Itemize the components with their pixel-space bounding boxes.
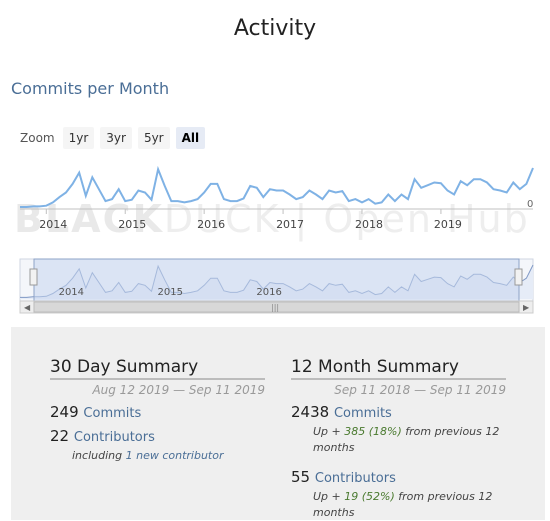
zoom-1yr-button[interactable]: 1yr <box>62 127 95 149</box>
commits-line-chart: 2014 2015 2016 2017 2018 2019 0 <box>20 165 534 231</box>
y-tick-label-0: 0 <box>527 199 533 210</box>
x-tick-label: 2016 <box>197 218 225 231</box>
commits-count: 2438 <box>291 403 330 421</box>
thirty-day-commits: 249 Commits <box>50 403 265 421</box>
x-tick-label: 2014 <box>39 218 67 231</box>
chart-title: Commits per Month <box>11 79 170 98</box>
navigator-tick-label: 2015 <box>158 287 183 298</box>
zoom-3yr-button[interactable]: 3yr <box>100 127 132 149</box>
contributors-change-value: 19 (52%) <box>344 490 395 503</box>
chart-navigator: 2014 2015 2016 ◀ ▶ ||| <box>19 258 534 314</box>
navigator-tick-label: 2014 <box>59 287 84 298</box>
new-contributors-note: including 1 new contributor <box>72 449 224 462</box>
contributors-link[interactable]: Contributors <box>314 471 396 486</box>
zoom-all-button[interactable]: All <box>175 127 206 149</box>
new-contributor-link[interactable]: 1 new contributor <box>125 449 224 462</box>
x-tick-label: 2019 <box>434 218 462 231</box>
scrollbar-grip-icon: ||| <box>271 303 279 312</box>
contributors-change-note: Up + 19 (52%) from previous 12 months <box>313 490 493 519</box>
commits-link[interactable]: Commits <box>83 406 142 421</box>
zoom-5yr-button[interactable]: 5yr <box>137 127 170 149</box>
thirty-day-summary: 30 Day Summary Aug 12 2019 — Sep 11 2019… <box>50 357 265 464</box>
scroll-left-arrow-icon[interactable]: ◀ <box>24 303 31 312</box>
contributors-link[interactable]: Contributors <box>73 430 155 445</box>
thirty-day-heading: 30 Day Summary <box>50 357 265 380</box>
twelve-month-dates: Sep 11 2018 — Sep 11 2019 <box>334 383 506 397</box>
blackduck-watermark: BLACKDUCK | Open Hub <box>14 197 530 241</box>
navigator-tick-label: 2016 <box>256 287 281 298</box>
page-title: Activity <box>233 16 317 41</box>
zoom-controls: Zoom 1yr 3yr 5yr All <box>20 127 211 149</box>
navigator-right-handle[interactable] <box>514 268 523 286</box>
navigator-selection[interactable] <box>33 258 520 304</box>
twelve-month-heading: 12 Month Summary <box>291 357 506 380</box>
thirty-day-dates: Aug 12 2019 — Sep 11 2019 <box>92 383 265 397</box>
contributors-count: 55 <box>291 468 311 486</box>
twelve-month-contributors: 55 Contributors <box>291 468 506 486</box>
thirty-day-contributors: 22 Contributors <box>50 427 265 445</box>
zoom-label: Zoom <box>20 131 55 145</box>
series-line <box>20 165 534 208</box>
commits-count: 249 <box>50 403 79 421</box>
commits-change-value: 385 (18%) <box>344 425 402 438</box>
x-tick-label: 2017 <box>276 218 304 231</box>
twelve-month-summary: 12 Month Summary Sep 11 2018 — Sep 11 20… <box>291 357 506 521</box>
contributors-count: 22 <box>50 427 70 445</box>
summary-panel: 30 Day Summary Aug 12 2019 — Sep 11 2019… <box>11 327 545 520</box>
twelve-month-commits: 2438 Commits <box>291 403 506 421</box>
commits-link[interactable]: Commits <box>333 406 392 421</box>
x-tick-label: 2018 <box>355 218 383 231</box>
navigator-scrollbar-thumb[interactable] <box>33 301 520 313</box>
navigator-left-handle[interactable] <box>29 268 38 286</box>
x-tick-label: 2015 <box>118 218 146 231</box>
commits-change-note: Up + 385 (18%) from previous 12 months <box>313 425 500 454</box>
scroll-right-arrow-icon[interactable]: ▶ <box>523 303 530 312</box>
